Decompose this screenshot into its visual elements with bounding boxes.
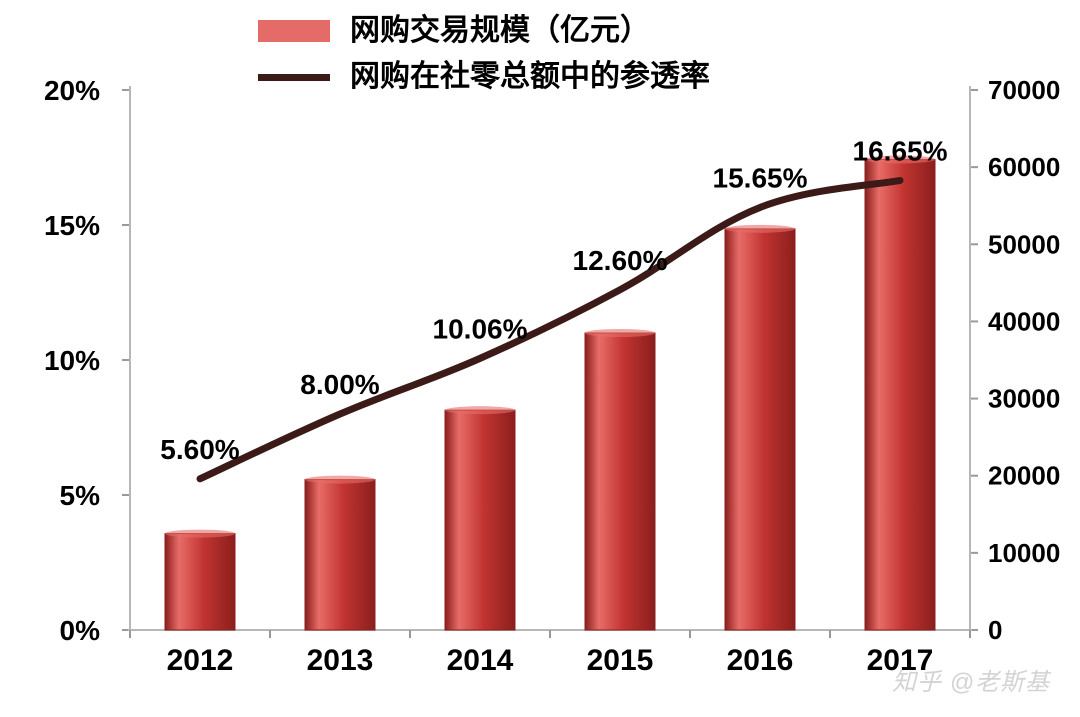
right-axis-label: 40000 bbox=[988, 306, 1060, 336]
line-value-label: 16.65% bbox=[853, 135, 948, 166]
legend-line-label: 网购在社零总额中的参透率 bbox=[350, 60, 710, 93]
bar bbox=[585, 333, 655, 630]
right-axis-label: 70000 bbox=[988, 75, 1060, 105]
right-axis-label: 0 bbox=[988, 615, 1002, 645]
line-value-label: 5.60% bbox=[160, 434, 239, 465]
bar-cap bbox=[305, 476, 375, 484]
left-axis-label: 0% bbox=[60, 615, 101, 646]
bar-cap bbox=[725, 225, 795, 233]
x-axis-label: 2014 bbox=[447, 644, 514, 677]
chart-svg: 0% 5% 10% 15% 20% 0 10000 20000 30000 40000 50000 6… bbox=[0, 0, 1080, 717]
bar-cap bbox=[585, 329, 655, 337]
right-axis-label: 30000 bbox=[988, 384, 1060, 414]
left-axis-label: 5% bbox=[60, 480, 101, 511]
combo-chart: 0% 5% 10% 15% 20% 0 10000 20000 30000 40000 50000 6… bbox=[0, 0, 1080, 717]
line-value-label: 12.60% bbox=[573, 245, 668, 276]
right-axis-label: 50000 bbox=[988, 229, 1060, 259]
bar bbox=[865, 159, 935, 630]
right-axis-label: 20000 bbox=[988, 461, 1060, 491]
x-axis-label: 2016 bbox=[727, 644, 794, 677]
x-axis-label: 2013 bbox=[307, 644, 374, 677]
x-axis-label: 2015 bbox=[587, 644, 654, 677]
left-axis-label: 10% bbox=[44, 345, 100, 376]
line-value-label: 10.06% bbox=[433, 313, 528, 344]
right-axis-label: 10000 bbox=[988, 538, 1060, 568]
bar-cap bbox=[445, 406, 515, 414]
left-axis-label: 20% bbox=[44, 75, 100, 106]
bar bbox=[445, 410, 515, 630]
x-axis-label: 2017 bbox=[867, 644, 934, 677]
bar bbox=[725, 229, 795, 630]
legend-line-swatch bbox=[258, 74, 330, 81]
line-value-label: 15.65% bbox=[713, 162, 808, 193]
x-axis-label: 2012 bbox=[167, 644, 234, 677]
right-axis-label: 60000 bbox=[988, 152, 1060, 182]
left-axis-label: 15% bbox=[44, 210, 100, 241]
bar bbox=[165, 534, 235, 630]
bar-cap bbox=[165, 530, 235, 538]
legend-bar-swatch bbox=[258, 20, 330, 42]
bar bbox=[305, 480, 375, 630]
legend-bar-label: 网购交易规模（亿元） bbox=[350, 13, 650, 47]
line-value-label: 8.00% bbox=[300, 369, 379, 400]
